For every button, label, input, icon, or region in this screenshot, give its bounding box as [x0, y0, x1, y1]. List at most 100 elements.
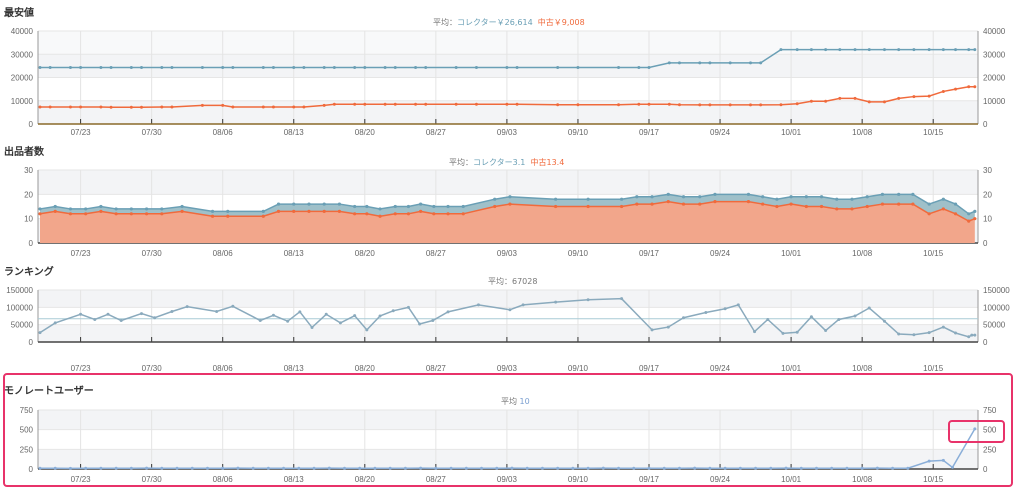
monoreto-series-0-point: [114, 466, 118, 470]
price-series-0-point: [170, 66, 174, 70]
y-tick-label-right: 10000: [983, 97, 1006, 106]
used-point: [129, 212, 133, 216]
price-series-0-point: [954, 48, 958, 52]
price-series-1-point: [779, 103, 783, 107]
monoreto-series-0-point: [403, 466, 407, 470]
ranking-series-0-point: [554, 300, 558, 304]
x-tick-label: 08/20: [355, 364, 376, 373]
ranking-series-0-point: [882, 319, 886, 323]
price-series-0-point: [109, 66, 113, 70]
used-point: [880, 202, 885, 206]
x-tick-label: 08/06: [213, 249, 234, 258]
plot-band: [38, 170, 978, 195]
x-tick-label: 08/27: [426, 475, 447, 484]
y-tick-label-right: 20: [983, 190, 992, 199]
used-point: [973, 217, 977, 221]
ranking-series-0-point: [781, 331, 785, 335]
price-series-1-point: [867, 100, 871, 104]
price-series-1-point: [140, 105, 143, 109]
used-point: [635, 202, 639, 206]
ranking-series-0-point: [310, 325, 314, 329]
price-series-1-point: [271, 105, 275, 109]
collector-point: [461, 204, 465, 209]
x-tick-label: 08/20: [355, 249, 376, 258]
highlight-box-500: [948, 420, 1005, 443]
collector-point: [666, 192, 670, 196]
price-series-0-point: [99, 66, 103, 70]
monoreto-series-0-point: [662, 466, 666, 470]
x-tick-label: 08/27: [426, 364, 447, 373]
price-series-1-point: [332, 102, 336, 106]
used-point: [365, 212, 369, 216]
monoreto-series-0-point: [723, 466, 727, 470]
x-tick-label: 08/27: [426, 128, 447, 137]
collector-point: [393, 204, 397, 209]
used-point: [650, 202, 654, 206]
y-tick-label-left: 150000: [6, 286, 33, 295]
price-series-1-point: [292, 105, 296, 109]
collector-point: [84, 207, 88, 211]
ranking-series-0-point: [521, 303, 525, 307]
ranking-series-0-point: [406, 305, 410, 309]
price-series-0-point: [231, 66, 235, 70]
used-point: [406, 212, 411, 216]
monoreto-series-0-point: [525, 466, 529, 470]
price-series-1-point: [667, 102, 671, 106]
y-tick-label-right: 0: [983, 465, 988, 474]
price-series-1-point: [79, 105, 83, 109]
ranking-series-0-point: [378, 314, 382, 318]
legend-used[interactable]: 中古13.4: [530, 158, 565, 167]
plot-band: [38, 324, 978, 342]
x-tick-label: 07/23: [71, 364, 92, 373]
price-series-1-point: [576, 103, 580, 107]
monoreto-series-0-point: [312, 466, 316, 470]
price-series-1-line: [40, 86, 975, 109]
price-series-0-point: [853, 48, 857, 52]
used-point: [432, 212, 436, 216]
x-tick-label: 07/30: [142, 475, 163, 484]
ranking-series-0-point: [912, 333, 916, 337]
used-point: [144, 212, 149, 216]
collector-point: [322, 202, 326, 206]
monoreto-series-0-point: [251, 466, 255, 470]
legend-collector[interactable]: コレクター￥26,614: [457, 18, 533, 27]
price-series-1-point: [698, 103, 702, 107]
monoreto-series-0-point: [84, 466, 88, 470]
monoreto-series-0-point: [282, 466, 286, 470]
x-tick-label: 07/30: [142, 249, 163, 258]
y-tick-label-right: 50000: [983, 321, 1006, 330]
price-series-1-point: [824, 99, 828, 103]
x-tick-label: 09/03: [497, 364, 518, 373]
collector-point: [446, 204, 450, 209]
x-tick-label: 10/08: [852, 249, 873, 258]
y-tick-label-left: 750: [20, 406, 34, 415]
monoreto-series-0-point: [480, 466, 484, 470]
highlight-box-monoreto: [3, 373, 1013, 487]
ranking-series-0-point: [508, 308, 512, 312]
price-series-1-point: [170, 105, 174, 109]
price-series-1-point: [637, 102, 641, 106]
price-series-1-point: [749, 103, 752, 107]
y-tick-label-left: 50000: [11, 321, 34, 330]
x-tick-label: 07/23: [71, 128, 92, 137]
collector-point: [953, 202, 958, 206]
legend-used[interactable]: 中古￥9,008: [537, 18, 585, 27]
ranking-series-0-point: [795, 330, 799, 334]
used-point: [180, 209, 184, 213]
ranking-series-0-point: [867, 306, 871, 310]
legend-collector[interactable]: コレクター3.1: [473, 158, 526, 167]
used-point: [927, 212, 931, 216]
x-tick-label: 10/15: [923, 475, 944, 484]
collector-point: [144, 207, 149, 211]
used-point: [322, 209, 326, 213]
x-tick-label: 09/10: [568, 364, 589, 373]
monoreto-series-0-point: [601, 466, 605, 470]
used-point: [775, 204, 779, 209]
ranking-series-0-point: [298, 310, 302, 314]
monoreto-series-0-point: [205, 466, 209, 470]
price-series-1-point: [48, 105, 52, 109]
used-point: [586, 204, 590, 209]
y-tick-label-right: 250: [983, 445, 997, 454]
collector-point: [419, 202, 423, 206]
